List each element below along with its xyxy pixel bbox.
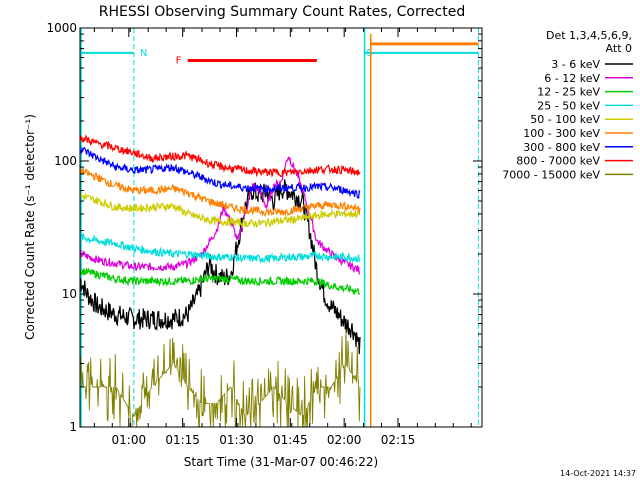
- x-tick-label-5: 02:15: [381, 433, 416, 447]
- legend-entry-label-3: 25 - 50 keV: [537, 99, 600, 112]
- series-line-3: [79, 233, 361, 264]
- y-tick-label-2: 100: [54, 154, 77, 168]
- legend-entry-label-0: 3 - 6 keV: [551, 58, 600, 71]
- legend-entry-label-4: 50 - 100 keV: [530, 113, 600, 126]
- x-axis-label: Start Time (31-Mar-07 00:46:22): [184, 455, 378, 469]
- annotation-flare-label: F: [176, 55, 182, 66]
- legend-title-line2: Att 0: [606, 42, 632, 55]
- series-layer: [79, 134, 361, 428]
- annotation-saa-label: S: [367, 48, 373, 59]
- annotation-night-label: N: [140, 48, 147, 59]
- series-line-7: [79, 134, 361, 178]
- timestamp: 14-Oct-2021 14:37: [560, 469, 636, 478]
- y-tick-label-1: 10: [62, 287, 77, 301]
- legend-title-line1: Det 1,3,4,5,6,9,: [546, 29, 632, 42]
- plot-frame: [79, 27, 483, 428]
- legend-entry-label-8: 7000 - 15000 keV: [502, 168, 600, 181]
- series-line-8: [79, 329, 361, 428]
- chart-title: RHESSI Observing Summary Count Rates, Co…: [99, 4, 465, 20]
- series-line-6: [80, 146, 361, 200]
- legend-entry-label-1: 6 - 12 keV: [544, 72, 600, 85]
- y-axis-label: Corrected Count Rate (s⁻¹ detector⁻¹): [23, 114, 37, 340]
- legend-entry-label-5: 100 - 300 keV: [523, 127, 600, 140]
- series-line-2: [79, 267, 361, 296]
- series-line-4: [79, 192, 361, 229]
- y-tick-label-3: 1000: [46, 21, 77, 35]
- x-tick-label-4: 02:00: [327, 433, 362, 447]
- x-tick-label-0: 01:00: [112, 433, 147, 447]
- series-line-0: [80, 179, 361, 355]
- legend-entry-label-6: 300 - 800 keV: [523, 141, 600, 154]
- series-line-5: [79, 166, 361, 218]
- legend-entry-label-7: 800 - 7000 keV: [516, 155, 600, 168]
- axis-layer: 01:00 01:15 01:30 01:45 02:00 02:15 1 10 100 1000: [46, 21, 482, 447]
- x-tick-label-2: 01:30: [219, 433, 254, 447]
- x-tick-label-3: 01:45: [273, 433, 308, 447]
- y-tick-label-0: 1: [69, 420, 77, 434]
- x-tick-label-1: 01:15: [165, 433, 200, 447]
- legend-entry-label-2: 12 - 25 keV: [537, 86, 600, 99]
